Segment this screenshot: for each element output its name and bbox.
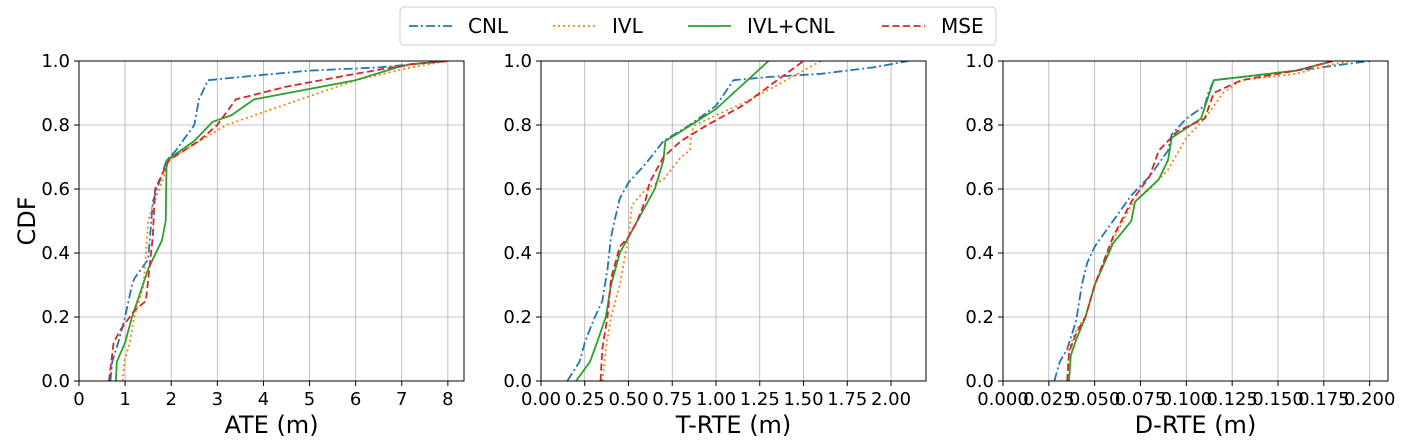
- legend-entry-ivl-cnl: IVL+CNL: [688, 14, 835, 38]
- y-axis-label-cdf: CDF: [13, 196, 41, 245]
- x-tick-label: 5: [304, 389, 315, 410]
- x-tick-label: 0.050: [1069, 389, 1121, 410]
- plot-frame: [1002, 60, 1389, 382]
- x-tick-label: 8: [442, 389, 453, 410]
- y-tick-label: 0.4: [41, 243, 70, 264]
- y-tick-label: 0.4: [503, 243, 532, 264]
- x-tick-label: 2.00: [871, 389, 911, 410]
- y-tick-label: 0.0: [965, 371, 994, 392]
- x-tick-label: 0.150: [1252, 389, 1304, 410]
- x-tick-label: 0.00: [521, 389, 561, 410]
- legend: CNL IVL IVL+CNL MSE: [399, 6, 997, 46]
- y-tick-label: 0.6: [503, 179, 532, 200]
- x-tick-label: 7: [396, 389, 407, 410]
- series-line-ivl: [121, 61, 449, 381]
- x-axis-label: D-RTE (m): [1135, 411, 1257, 439]
- chart-panel-1: 0 1 2 3 4 5 6 7 8 0.0 0.2 0.4 0.6 0.8 1.0 ATE (m): [41, 51, 465, 439]
- legend-label: MSE: [941, 14, 984, 38]
- series-line-ivl-cnl: [115, 61, 448, 381]
- x-tick-label: 0.50: [608, 389, 648, 410]
- series-line-mse: [1066, 61, 1334, 381]
- x-tick-label: 1.25: [740, 389, 780, 410]
- series-line-ivl: [601, 61, 822, 381]
- series-line-ivl-cnl: [1068, 61, 1334, 381]
- plot-frame: [540, 60, 927, 382]
- series-line-ivl-cnl: [575, 61, 770, 381]
- series-line-cnl: [1053, 61, 1370, 381]
- x-tick-label: 6: [350, 389, 361, 410]
- y-tick-label: 0.6: [41, 179, 70, 200]
- series-line-cnl: [566, 61, 909, 381]
- series-line-cnl: [109, 61, 448, 381]
- legend-entry-ivl: IVL: [553, 14, 644, 38]
- legend-label: CNL: [468, 14, 509, 38]
- legend-entry-mse: MSE: [882, 14, 984, 38]
- x-tick-label: 0.125: [1206, 389, 1258, 410]
- legend-label: IVL: [612, 14, 644, 38]
- y-tick-label: 0.2: [41, 307, 70, 328]
- x-tick-label: 1: [119, 389, 130, 410]
- y-tick-label: 1.0: [965, 51, 994, 72]
- y-tick-label: 1.0: [503, 51, 532, 72]
- x-tick-label: 0: [73, 389, 84, 410]
- plot-frame: [78, 60, 465, 382]
- x-tick-label: 0.75: [652, 389, 692, 410]
- x-tick-label: 0.175: [1298, 389, 1350, 410]
- x-tick-label: 4: [258, 389, 269, 410]
- x-tick-label: 1.00: [696, 389, 736, 410]
- y-tick-label: 0.0: [503, 371, 532, 392]
- series-line-ivl: [1066, 61, 1352, 381]
- x-tick-label: 0.025: [1023, 389, 1075, 410]
- series-line-mse: [108, 61, 448, 381]
- y-tick-label: 0.0: [41, 371, 70, 392]
- legend-label: IVL+CNL: [747, 14, 835, 38]
- chart-panel-3: 0.0000.0250.0500.0750.1000.1250.1500.175…: [965, 51, 1395, 439]
- x-tick-label: 1.50: [783, 389, 823, 410]
- series-line-mse: [599, 61, 805, 381]
- y-tick-label: 0.6: [965, 179, 994, 200]
- x-axis-label: T-RTE (m): [675, 411, 792, 439]
- series-group: [108, 61, 449, 381]
- y-tick-label: 0.8: [503, 115, 532, 136]
- x-tick-label: 3: [212, 389, 223, 410]
- y-tick-label: 1.0: [41, 51, 70, 72]
- x-tick-label: 1.75: [827, 389, 867, 410]
- x-tick-label: 0.000: [977, 389, 1029, 410]
- chart-panel-2: 0.00 0.25 0.50 0.75 1.00 1.25 1.50 1.75 2.00 0.0 0…: [503, 51, 927, 439]
- x-tick-label: 2: [165, 389, 176, 410]
- x-tick-label: 0.100: [1161, 389, 1213, 410]
- y-tick-label: 0.8: [965, 115, 994, 136]
- y-tick-label: 0.4: [965, 243, 994, 264]
- series-group: [1053, 61, 1370, 381]
- y-tick-label: 0.8: [41, 115, 70, 136]
- x-tick-label: 0.200: [1344, 389, 1396, 410]
- legend-entry-cnl: CNL: [409, 14, 509, 38]
- x-tick-label: 0.075: [1115, 389, 1167, 410]
- y-tick-label: 0.2: [503, 307, 532, 328]
- series-group: [566, 61, 909, 381]
- y-tick-label: 0.2: [965, 307, 994, 328]
- x-axis-label: ATE (m): [224, 411, 318, 439]
- x-tick-label: 0.25: [565, 389, 605, 410]
